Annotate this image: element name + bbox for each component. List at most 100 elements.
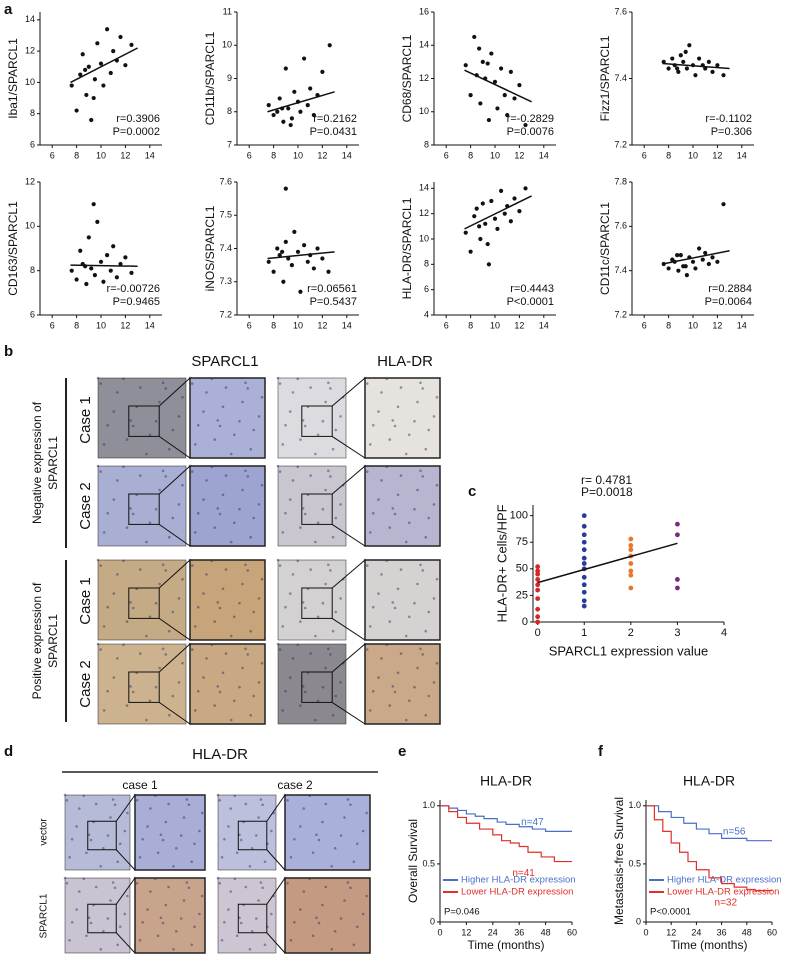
cell xyxy=(257,415,261,418)
point xyxy=(486,117,491,123)
cell xyxy=(123,829,127,833)
cell xyxy=(404,452,408,456)
point xyxy=(676,69,681,74)
zoom-box xyxy=(301,671,333,703)
x-axis-label: Time (months) xyxy=(468,938,545,952)
cell xyxy=(96,376,100,380)
zoom-box xyxy=(237,820,268,851)
cell xyxy=(299,620,302,623)
zoom-box xyxy=(128,493,160,525)
point xyxy=(628,561,634,566)
point xyxy=(581,603,587,609)
point xyxy=(512,96,517,101)
cell xyxy=(85,934,88,938)
micrograph xyxy=(189,377,266,459)
cell xyxy=(334,428,338,432)
cell xyxy=(216,876,220,880)
point xyxy=(505,112,510,118)
cell xyxy=(327,647,330,651)
cell xyxy=(205,391,208,394)
x-tick-label: 2 xyxy=(628,627,634,639)
point xyxy=(512,196,517,201)
cell xyxy=(339,415,342,418)
x-tick-label: 8 xyxy=(666,150,671,160)
y-tick-label: 25 xyxy=(516,589,528,601)
cell xyxy=(154,419,158,423)
cell xyxy=(368,443,372,446)
cell xyxy=(252,516,256,520)
cell xyxy=(181,661,184,665)
y-tick-label: 12 xyxy=(25,176,35,186)
point xyxy=(517,83,522,88)
cell xyxy=(365,894,368,898)
cell xyxy=(154,877,157,881)
x-tick-label: 14 xyxy=(342,150,352,160)
cell xyxy=(238,833,241,837)
cell xyxy=(278,470,282,473)
cell xyxy=(193,925,196,929)
cell xyxy=(158,400,161,404)
cell xyxy=(99,947,103,951)
y-tick-label: 7.3 xyxy=(219,276,232,286)
y-tick-label: 0.5 xyxy=(422,858,435,868)
x-tick-label: 8 xyxy=(74,320,79,330)
point xyxy=(89,266,94,271)
point xyxy=(581,513,587,519)
cell xyxy=(246,653,250,656)
cell xyxy=(416,400,419,404)
annotation: P<0.0001 xyxy=(507,296,554,308)
cell xyxy=(309,568,312,571)
point xyxy=(69,83,74,88)
cell xyxy=(339,834,343,837)
cell xyxy=(96,464,100,468)
cell xyxy=(65,881,69,885)
zoom-line xyxy=(331,559,366,589)
x-tick-label: 60 xyxy=(567,927,577,937)
cell xyxy=(218,606,222,610)
x-tick-label: 8 xyxy=(468,320,473,330)
cell xyxy=(432,597,436,600)
point xyxy=(581,532,587,538)
x-tick-label: 12 xyxy=(514,150,524,160)
cell xyxy=(421,475,425,478)
point xyxy=(123,63,128,68)
cell xyxy=(303,512,307,516)
point xyxy=(483,221,488,226)
cell xyxy=(138,474,142,477)
cell xyxy=(257,816,260,819)
cell xyxy=(293,920,296,924)
point xyxy=(118,34,123,40)
annotation: P<0.0001 xyxy=(650,907,691,918)
point xyxy=(480,201,485,206)
point xyxy=(535,564,541,570)
cell xyxy=(246,569,250,572)
cell xyxy=(167,802,170,806)
cell xyxy=(361,829,365,833)
cell xyxy=(371,689,375,693)
cell xyxy=(288,498,292,501)
cell xyxy=(419,563,422,567)
cell xyxy=(116,479,119,482)
cell xyxy=(122,643,125,647)
point xyxy=(683,49,688,55)
cell xyxy=(321,507,325,511)
x-tick-label: 0 xyxy=(437,927,442,937)
annotation: r=0.2884 xyxy=(708,283,752,295)
point xyxy=(684,273,690,278)
cell xyxy=(235,934,239,938)
micrograph xyxy=(277,377,347,459)
cell xyxy=(223,920,226,924)
cell xyxy=(419,381,422,385)
cell xyxy=(70,920,74,924)
x-tick-label: 14 xyxy=(539,320,549,330)
cell xyxy=(281,443,285,446)
cell xyxy=(331,535,335,539)
cell xyxy=(238,685,241,689)
cell xyxy=(276,642,280,646)
point xyxy=(581,561,587,566)
cell xyxy=(368,531,372,534)
annotation: n=47 xyxy=(521,817,544,828)
zoom-line xyxy=(331,643,366,673)
cell xyxy=(224,474,228,477)
cell xyxy=(276,464,280,468)
